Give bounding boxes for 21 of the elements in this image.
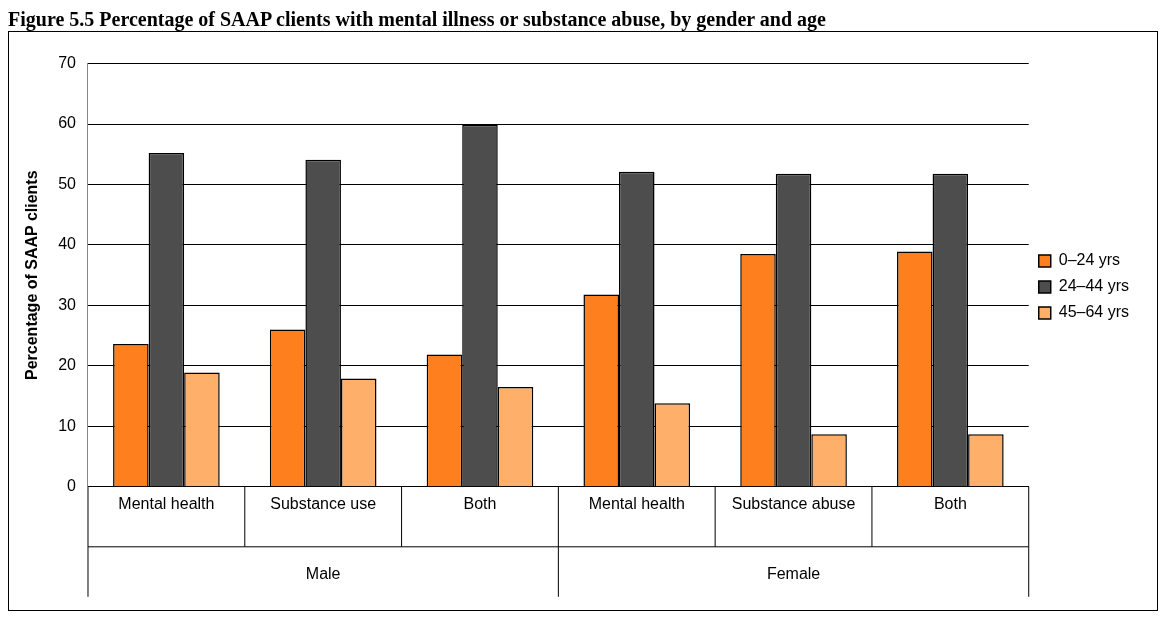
y-axis-title: Percentage of SAAP clients [23,170,41,380]
x-tick-label: Substance abuse [731,494,856,512]
y-tick-label: 10 [58,416,77,434]
x-tick-label: Both [933,494,967,512]
text: Female [766,565,821,583]
y-tick-label: 70 [58,54,77,72]
y-tick-label: 20 [58,356,77,374]
y-tick-label: 40 [58,235,77,253]
legend-label: 45–64 yrs [1058,303,1129,321]
legend-label: 24–44 yrs [1058,277,1129,295]
x-tick-label: Both [463,494,497,512]
y-tick-label: 30 [58,295,77,313]
y-tick-label: 60 [58,114,77,132]
y-tick-label: 50 [58,174,77,192]
y-tick-label: 0 [67,477,77,495]
legend-label: 0–24 yrs [1058,251,1121,269]
x-tick-label: Mental health [588,494,685,512]
x-tick-label: Substance use [270,494,377,512]
text: Male [305,565,341,583]
x-tick-label: Mental health [118,494,215,512]
chart-title: Figure 5.5 Percentage of SAAP clients with mental illness or substance abuse, by gender and age [8,8,827,31]
